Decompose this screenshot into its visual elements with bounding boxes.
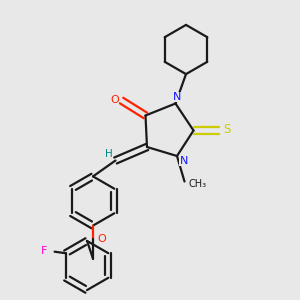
Text: O: O <box>110 95 119 105</box>
Text: H: H <box>105 149 113 159</box>
Text: F: F <box>40 246 47 256</box>
Text: N: N <box>173 92 181 102</box>
Text: S: S <box>224 123 231 136</box>
Text: O: O <box>98 233 106 244</box>
Text: CH₃: CH₃ <box>188 179 206 189</box>
Text: N: N <box>179 155 188 166</box>
